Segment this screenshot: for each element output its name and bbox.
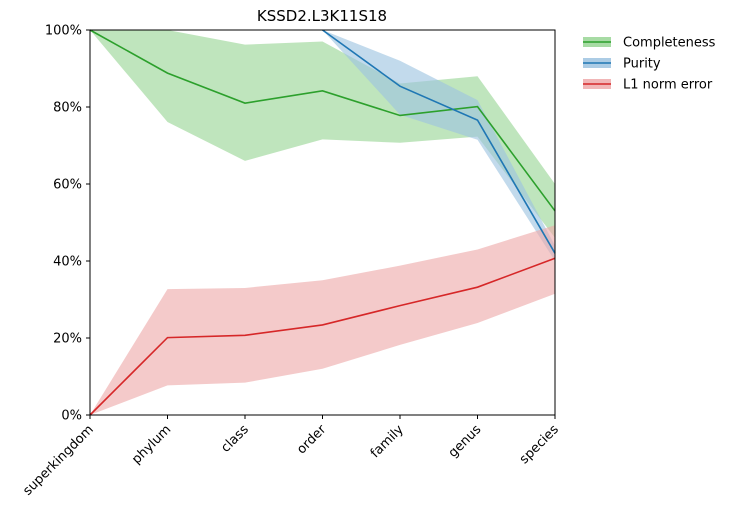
x-tick-label: superkingdom [20,422,96,498]
y-tick-label: 60% [53,178,82,193]
legend: Completeness Purity L1 norm error [583,36,716,93]
legend-label: Completeness [623,36,716,51]
band-2 [90,225,555,415]
series-line-0 [89,29,556,212]
y-tick-label: 20% [53,332,82,347]
y-tick-label: 0% [61,409,82,424]
legend-label: Purity [623,57,661,72]
x-tick-label: class [218,422,252,456]
series-lines [89,29,556,416]
confidence-bands [90,30,555,415]
x-tick-label: family [368,422,407,461]
chart-title: KSSD2.L3K11S18 [257,7,387,25]
series-line-2 [89,257,556,416]
x-tick-label: order [294,422,330,458]
x-axis: superkingdom phylum class order family genus s… [20,415,562,499]
y-tick-label: 40% [53,255,82,270]
y-tick-label: 80% [53,101,82,116]
y-axis: 0% 20% 40% 60% 80% 100% [45,24,90,424]
x-tick-label: phylum [129,422,174,467]
series-line-1 [322,29,556,254]
legend-label: L1 norm error [623,78,713,93]
x-tick-label: genus [446,422,485,461]
y-tick-label: 100% [45,24,82,39]
x-tick-label: species [517,422,562,467]
band-1 [322,30,555,261]
